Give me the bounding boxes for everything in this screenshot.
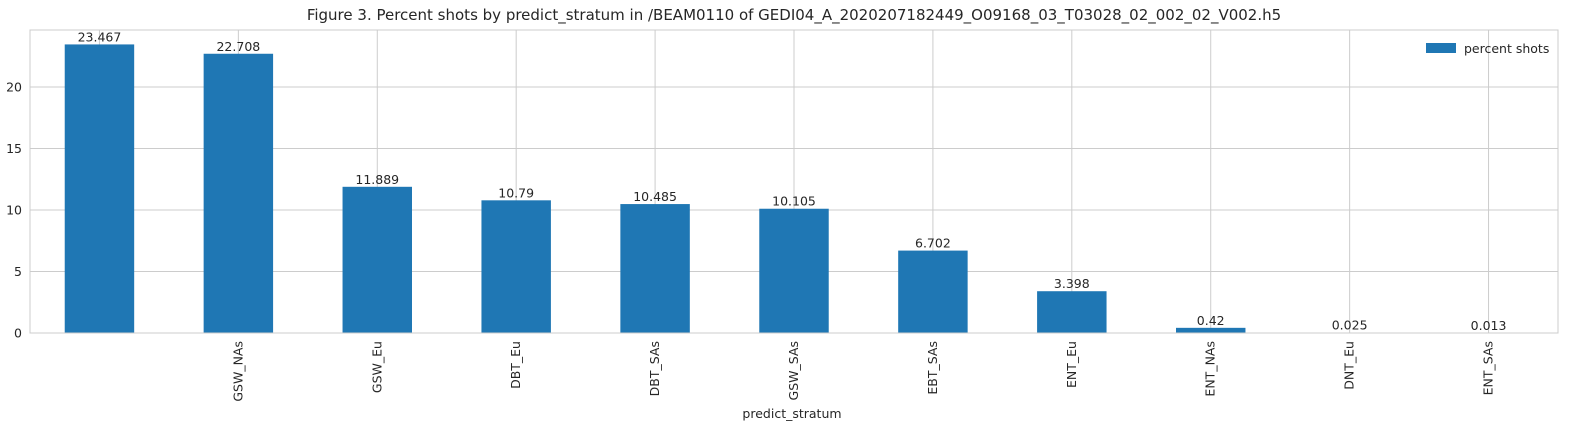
chart-title: Figure 3. Percent shots by predict_strat… — [307, 6, 1281, 25]
bar-value-label: 11.889 — [355, 172, 399, 187]
bar-value-label: 10.105 — [772, 194, 816, 209]
bar — [759, 208, 829, 333]
x-axis-ticks: GSW_NAs GSW_Eu DBT_Eu DBT_SAs GSW_SAs EBT_SAs… — [230, 341, 1495, 402]
x-tick-label: DBT_Eu — [508, 341, 523, 389]
bar — [481, 200, 551, 333]
x-tick-label: ENT_NAs — [1203, 341, 1218, 397]
x-tick-label: GSW_SAs — [786, 341, 801, 400]
x-tick-label: GSW_NAs — [230, 341, 245, 402]
bar-value-label: 0.42 — [1197, 313, 1225, 328]
x-axis-label: predict_stratum — [742, 406, 841, 421]
bar-value-label: 22.708 — [216, 39, 260, 54]
bar-value-label: 0.013 — [1471, 318, 1507, 333]
x-tick-label: GSW_Eu — [369, 341, 384, 393]
y-tick-label: 5 — [14, 264, 22, 279]
bar-value-label: 10.485 — [633, 189, 677, 204]
bar-value-label: 3.398 — [1054, 276, 1090, 291]
x-tick-label: ENT_Eu — [1064, 341, 1079, 388]
bar-value-label: 0.025 — [1332, 318, 1368, 333]
bar-value-label: 10.79 — [498, 185, 534, 200]
plot-frame — [29, 29, 1559, 334]
y-tick-label: 20 — [6, 80, 22, 95]
bar-value-label: 6.702 — [915, 236, 951, 251]
y-tick-label: 0 — [14, 326, 22, 341]
x-tick-label: ENT_SAs — [1481, 341, 1496, 395]
x-tick-label: DBT_SAs — [647, 341, 662, 396]
bar — [620, 204, 690, 333]
bar-value-label: 23.467 — [78, 29, 122, 44]
y-tick-label: 15 — [6, 141, 22, 156]
bar — [898, 250, 968, 333]
bar — [342, 186, 412, 333]
bar — [1176, 327, 1246, 333]
bar — [1037, 291, 1107, 333]
bar — [64, 44, 135, 334]
x-tick-label: DNT_Eu — [1342, 341, 1357, 390]
y-axis-ticks: 0 5 10 15 20 — [6, 80, 22, 341]
bar — [203, 53, 274, 333]
legend: percent shots — [1426, 41, 1549, 56]
data-labels: 23.467 22.708 11.889 10.79 10.485 10.105 6.702… — [78, 29, 1507, 332]
bars — [64, 44, 1524, 334]
legend-label: percent shots — [1464, 41, 1549, 56]
legend-swatch — [1426, 43, 1456, 53]
x-tick-label: EBT_SAs — [925, 341, 940, 395]
y-tick-label: 10 — [6, 203, 22, 218]
